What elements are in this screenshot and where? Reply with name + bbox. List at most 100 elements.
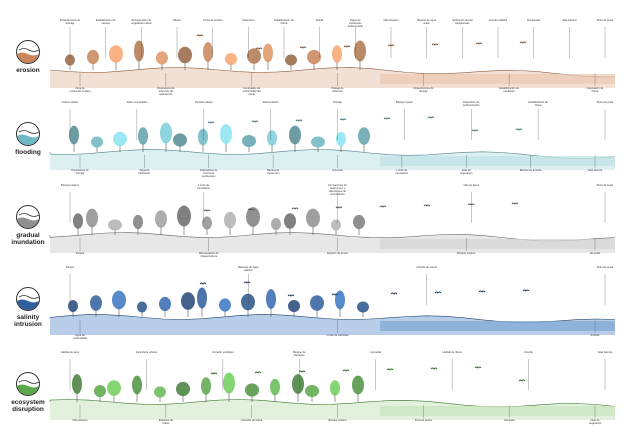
bird-icon [423,204,431,207]
tree-icon [177,205,191,235]
bird-icon [383,117,391,120]
bird-icon [243,281,251,284]
tree-icon [201,377,211,402]
erosion-icon [16,40,40,64]
tree-icon [202,216,212,235]
top-annotation: Dispositivo de sedimentación [462,101,480,107]
bottom-annotation: Zona de protección costera [69,87,91,93]
tree-icon [241,293,255,317]
tree-icon [138,127,148,152]
bird-icon [511,202,519,205]
top-annotation: Drenaje [332,101,343,104]
top-annotation: Muelle [315,19,324,22]
top-annotation: Sedimento [242,19,255,22]
section-salinity-intrusion: salinity intrusion Parque Barreras de agua… [0,265,640,345]
top-annotation: Dique de contención sedimentaria [347,19,363,28]
bird-icon [207,121,215,124]
tree-icon [306,208,320,235]
tree-icon [178,46,192,70]
bottom-annotation: Barrera de arrecife [519,169,542,172]
bottom-annotation: Islas barrera [587,169,603,172]
tree-icon [69,125,79,152]
top-annotation: Bosque costero [60,184,80,187]
bottom-annotation: Parque [75,252,85,255]
top-annotation: Muro de costa [596,19,614,22]
top-annotation: Sedimento aluvial transportado [452,19,473,25]
bottom-annotation: Corredor de fauna [241,419,263,422]
salinity-intrusion-section-illustration [49,274,616,335]
tree-icon [335,290,345,317]
tree-icon [132,375,142,402]
top-annotation: Agricultura urbana [135,351,158,354]
tree-icon [197,287,207,317]
tree-icon [331,219,341,235]
bird-icon [199,282,207,285]
bottom-annotation: Controlador de profundidad del canal [242,87,261,96]
top-annotation: Islas barrera [597,351,613,354]
section-gradual-inundation: gradual inundation Bosque costero Límite d… [0,183,640,263]
erosion-water-body [380,74,615,84]
bird-icon [335,206,343,209]
gradual-inundation-icon [16,205,40,229]
bird-icon [515,128,523,131]
bird-icon [255,47,263,50]
bird-icon [434,291,442,294]
flooding-badge: flooding [8,122,48,156]
bird-icon [196,34,204,37]
tree-icon [176,381,190,402]
top-annotation: Jardín comunitario [126,101,148,104]
top-annotation: Vida silvestre [383,19,399,22]
tree-icon [305,384,319,402]
tree-icon [245,383,259,402]
gradual-inundation-label: gradual inundation [11,232,45,246]
erosion-badge: erosion [8,40,48,74]
tree-icon [137,301,147,317]
bird-icon [431,43,439,46]
top-annotation: Barreras de agua salobre [238,266,259,272]
bottom-annotation: Bosque costero [457,252,476,255]
bird-icon [299,46,307,49]
tree-icon [108,219,122,235]
flooding-water-body [380,156,615,166]
bird-icon [287,294,295,297]
ecosystem-disruption-section-illustration [49,359,616,420]
erosion-label: erosion [16,67,40,74]
top-annotation: Cultivo urbano [61,101,79,104]
top-annotation: Muro de costa [596,184,614,187]
bird-icon [379,205,387,208]
bottom-annotation: Vida silvestre [72,419,88,422]
tree-icon [242,134,256,152]
top-annotation: Estabilización de ribera [274,19,294,25]
tree-icon [224,211,236,235]
erosion-section-illustration [49,27,616,88]
salinity-intrusion-badge: salinity intrusion [8,287,48,328]
tree-icon [292,374,304,402]
tree-icon [72,374,82,402]
bottom-annotation: Vegetación de ribera [586,87,604,93]
top-annotation: Vida de fauna [463,184,480,187]
salinity-intrusion-label: salinity intrusion [14,314,42,328]
top-annotation: Bosque de transición [293,351,306,357]
bird-icon [247,208,255,211]
section-flooding: flooding Cultivo urbano Jardín comunitario… [0,100,640,180]
flooding-icon [16,122,40,146]
bottom-annotation: Barrera de contención [266,169,280,175]
tree-icon [332,45,342,70]
erosion-terrain-line [49,67,616,78]
bird-icon [342,369,350,372]
tree-icon [65,54,75,70]
top-annotation: Reforestación [262,101,279,104]
gradual-inundation-section-illustration [49,192,616,253]
tree-icon [94,384,106,402]
flooding-section-illustration [49,109,616,170]
top-annotation: Islas barrera [562,19,577,22]
tree-icon [352,375,364,402]
bottom-annotation: Islas de vegetación [459,169,473,175]
tree-icon [330,380,340,402]
bottom-annotation: Recuperación de infraestructura [198,252,219,258]
top-annotation: Corredor ecológico [211,351,234,354]
tree-icon [156,51,168,70]
tree-icon [289,125,301,152]
bird-icon [478,290,486,293]
tree-icon [358,127,370,152]
